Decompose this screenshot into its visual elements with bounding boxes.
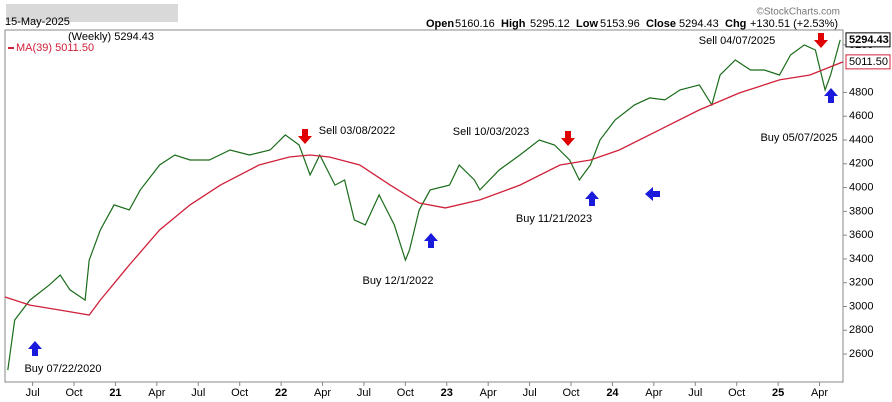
copyright: ©StockCharts.com xyxy=(756,7,840,18)
x-tick-label: Jul xyxy=(191,387,205,399)
x-tick-label: Apr xyxy=(148,387,165,399)
x-tick-label: Jul xyxy=(523,387,537,399)
annotation: Buy 12/1/2022 xyxy=(363,275,434,287)
sell-arrow xyxy=(814,33,828,48)
x-tick-label: Oct xyxy=(728,387,745,399)
annotation: Buy 11/21/2023 xyxy=(516,213,592,225)
price-line xyxy=(7,39,841,371)
y-tick-label: 2800 xyxy=(849,324,873,336)
label: Close xyxy=(646,18,676,30)
label: Low xyxy=(576,18,598,30)
x-tick-label: Oct xyxy=(397,387,414,399)
y-tick-label: 4000 xyxy=(849,181,873,193)
ma-tag-box xyxy=(845,54,891,70)
sell-arrow xyxy=(561,131,575,146)
x-tick-label: Jul xyxy=(688,387,702,399)
annotation: Sell 10/03/2023 xyxy=(453,126,529,138)
x-tick-label: Apr xyxy=(645,387,662,399)
y-tick-label: 4400 xyxy=(849,134,873,146)
y-tick-label: 3200 xyxy=(849,277,873,289)
x-tick-label: 25 xyxy=(772,387,784,399)
annotation: Sell 03/08/2022 xyxy=(319,125,395,137)
label: Open xyxy=(426,18,454,30)
x-tick-label: Oct xyxy=(562,387,579,399)
value: 5160.16 xyxy=(455,18,495,30)
x-tick-label: Oct xyxy=(65,387,82,399)
sell-arrow xyxy=(298,129,312,144)
x-tick-label: 24 xyxy=(606,387,619,399)
y-tick-label: 4600 xyxy=(849,110,873,122)
redacted-box xyxy=(6,4,178,22)
price-legend: (Weekly) 5294.43 xyxy=(68,31,154,43)
buy-arrow xyxy=(585,191,599,206)
annotation: Buy 05/07/2025 xyxy=(760,132,837,144)
annotation: Sell 04/07/2025 xyxy=(699,35,775,47)
x-tick-label: Jul xyxy=(26,387,40,399)
annotation: Buy 07/22/2020 xyxy=(24,363,101,375)
label: High xyxy=(501,18,526,30)
x-tick-label: Apr xyxy=(480,387,497,399)
buy-arrow xyxy=(645,187,660,201)
value: 5153.96 xyxy=(600,18,640,30)
y-tick-label: 3000 xyxy=(849,300,873,312)
ma-tag: 5011.50 xyxy=(849,56,888,68)
x-tick-label: 23 xyxy=(441,387,453,399)
quote: Open 5160.16 High 5295.12 Low 5153.96 Cl… xyxy=(426,18,838,30)
y-tick-label: 4800 xyxy=(849,86,873,98)
ma-line xyxy=(4,61,844,316)
x-tick-label: Apr xyxy=(314,387,331,399)
x-tick-label: 22 xyxy=(275,387,287,399)
value: 5294.43 xyxy=(679,18,719,30)
x-tick-label: Jul xyxy=(357,387,371,399)
buy-arrow xyxy=(824,88,838,103)
buy-arrow xyxy=(424,233,438,248)
price-tag-box xyxy=(845,32,891,48)
y-tick-label: 3400 xyxy=(849,253,873,265)
label: Chg xyxy=(725,18,746,30)
y-tick-label: 2600 xyxy=(849,348,873,360)
plot-frame xyxy=(4,29,844,383)
x-tick-label: Oct xyxy=(231,387,248,399)
y-tick-label: 3600 xyxy=(849,229,873,241)
y-tick-label: 4200 xyxy=(849,158,873,170)
y-tick-label: 3800 xyxy=(849,205,873,217)
price-tag: 5294.43 xyxy=(849,34,889,46)
value: 5295.12 xyxy=(530,18,570,30)
value: +130.51 (+2.53%) xyxy=(750,18,838,30)
buy-arrow xyxy=(28,341,42,356)
ma-legend: MA(39) 5011.50 xyxy=(16,42,94,54)
x-tick-label: 21 xyxy=(109,387,121,399)
x-tick-label: Apr xyxy=(811,387,828,399)
date: 15-May-2025 xyxy=(5,16,70,28)
